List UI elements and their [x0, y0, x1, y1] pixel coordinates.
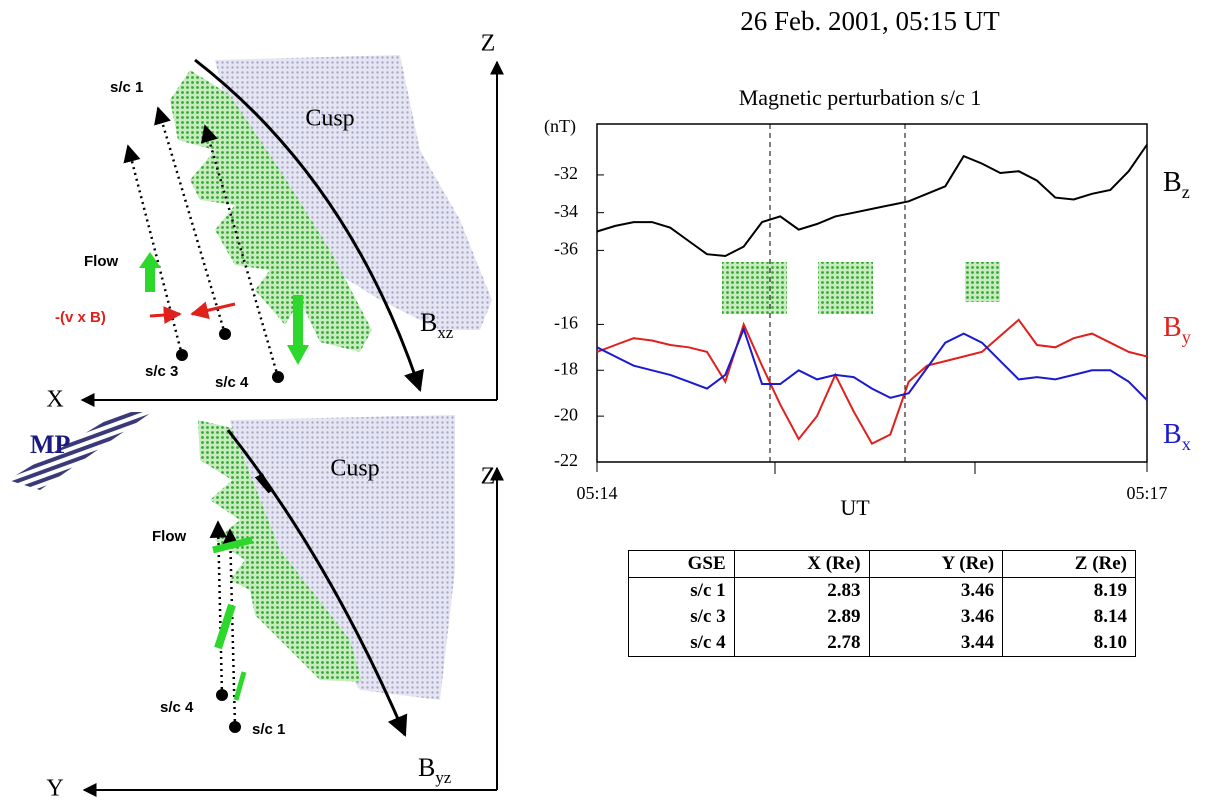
y-tick-label: -34	[554, 201, 578, 221]
cell: s/c 3	[628, 604, 735, 630]
region-label: MP	[30, 430, 71, 459]
y-tick-label: -18	[554, 358, 578, 378]
flow-label: Flow	[152, 528, 186, 545]
flow-arrow	[139, 252, 161, 292]
cell: s/c 1	[628, 577, 735, 604]
data-line	[596, 326, 1148, 401]
spacecraft	[216, 689, 228, 701]
header-cell: GSE	[628, 550, 735, 578]
y-tick-label: -32	[554, 163, 578, 183]
axis-label: Z	[481, 464, 496, 490]
cusp-region	[215, 55, 492, 330]
cusp-region	[230, 415, 455, 700]
flow-region	[170, 70, 372, 352]
data-line	[596, 144, 1148, 258]
table-row: s/c 4 2.78 3.44 8.10	[628, 630, 1136, 657]
spacecraft-label: s/c 1	[252, 721, 285, 738]
flow-label: Flow	[84, 253, 118, 270]
axis-label: X	[46, 387, 63, 413]
table-row: s/c 1 2.83 3.46 8.19	[628, 577, 1136, 604]
force-label: -(v x B)	[55, 309, 106, 326]
trajectory	[123, 144, 184, 356]
spacecraft	[272, 371, 284, 383]
field-line	[226, 429, 408, 737]
table-row: s/c 3 2.89 3.46 8.14	[628, 604, 1136, 630]
header-cell: Y (Re)	[868, 550, 1004, 578]
table-header: GSE X (Re) Y (Re) Z (Re)	[628, 550, 1136, 578]
legend-label: By	[1163, 312, 1192, 347]
flow-bar	[233, 671, 247, 701]
data-line	[596, 318, 1148, 446]
interval-box	[818, 262, 873, 314]
x-tick-label: 05:14	[576, 483, 617, 503]
field-label: Byz	[418, 753, 452, 787]
chart: 26 Feb. 2001, 05:15 UT Magnetic perturba…	[544, 6, 1192, 520]
y-tick-label: -20	[554, 404, 578, 424]
cell: 3.46	[868, 604, 1004, 630]
cell: 8.19	[1002, 577, 1136, 604]
magnetopause	[8, 412, 152, 490]
cell: 8.10	[1002, 630, 1136, 657]
legend-label: Bz	[1163, 167, 1190, 202]
flow-bar	[212, 536, 253, 554]
chart-title: Magnetic perturbation s/c 1	[739, 85, 982, 110]
x-tick-label: 05:17	[1126, 483, 1167, 503]
header-cell: Z (Re)	[1002, 550, 1136, 578]
trajectory	[200, 124, 280, 378]
region-label: Cusp	[330, 456, 379, 482]
spacecraft-label: s/c 3	[145, 363, 178, 380]
plot-frame	[596, 123, 1148, 463]
cell: 2.78	[733, 630, 870, 657]
spacecraft-label: s/c 1	[110, 79, 143, 96]
legend-label: Bx	[1163, 419, 1191, 454]
flow-arrow	[287, 295, 309, 365]
cell: 3.46	[868, 577, 1004, 604]
y-tick-label: -36	[554, 239, 578, 259]
axis-label: Z	[481, 31, 496, 57]
diagram-yz: MP Z Y Cusp Flow s/c 4 s/c 1 Byz	[8, 412, 504, 802]
region-label: Cusp	[305, 106, 354, 132]
interval-box	[722, 262, 787, 314]
diagram-xz: Z X Cusp Flow -(v x B) s/c 1 s/c 3 s/c 4…	[46, 31, 504, 413]
spacecraft	[229, 721, 241, 733]
y-axis-label: (nT)	[544, 116, 576, 137]
cell: 3.44	[868, 630, 1004, 657]
flow-region	[198, 420, 362, 682]
cell: 2.83	[733, 577, 870, 604]
field-line	[194, 58, 424, 392]
force-arrow	[149, 306, 182, 325]
spacecraft-label: s/c 4	[215, 374, 249, 391]
y-tick-label: -22	[554, 450, 578, 470]
figure-title: 26 Feb. 2001, 05:15 UT	[740, 6, 1000, 36]
field-arrow	[254, 473, 272, 494]
y-tick-label: -16	[554, 313, 578, 333]
flow-bar	[214, 603, 236, 650]
cell: s/c 4	[628, 630, 735, 657]
cell: 2.89	[733, 604, 870, 630]
interval-box	[965, 262, 1000, 302]
spacecraft	[219, 328, 231, 340]
force-arrow	[190, 301, 236, 320]
x-axis-label: UT	[840, 495, 870, 520]
axis-label: Y	[46, 776, 63, 802]
header-cell: X (Re)	[733, 550, 870, 578]
position-table: GSE X (Re) Y (Re) Z (Re) s/c 1 2.83 3.46…	[628, 550, 1136, 657]
spacecraft	[176, 349, 188, 361]
cell: 8.14	[1002, 604, 1136, 630]
spacecraft-label: s/c 4	[160, 699, 194, 716]
field-label: Bxz	[420, 308, 454, 342]
